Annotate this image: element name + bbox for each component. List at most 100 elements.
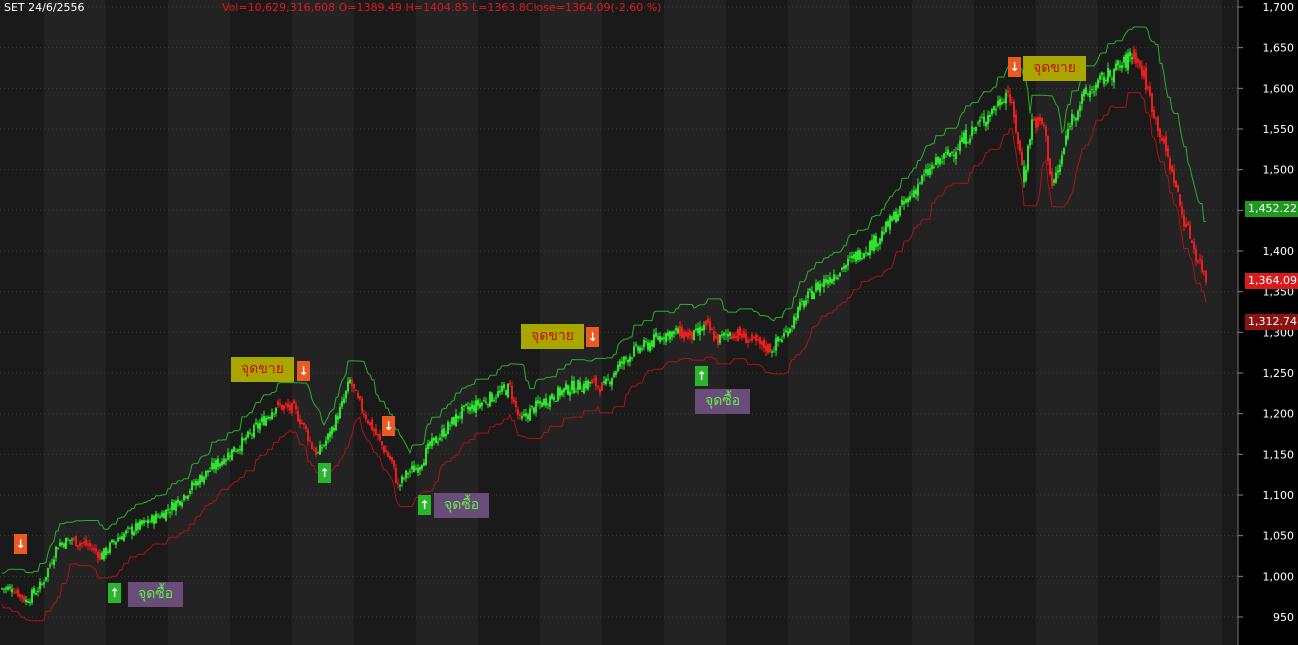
candle-body [139,520,141,530]
candle-body [1077,110,1079,120]
candle-body [559,387,561,396]
candle-body [53,559,55,566]
symbol-date-label: SET 24/6/2556 [4,1,85,14]
candle-body [827,280,829,285]
candle-body [633,346,635,357]
candle-body [1205,270,1207,283]
candle-body [515,400,517,408]
candle-body [447,422,449,434]
candle-body [1089,91,1091,98]
candle-body [337,416,339,420]
candle-body [1121,65,1123,69]
candle-body [189,490,191,494]
candle-body [483,399,485,402]
candle-body [781,339,783,342]
candle-body [371,419,373,431]
candle-body [213,463,215,469]
candle-body [271,412,273,420]
candle-body [77,545,79,548]
candle-body [755,334,757,342]
candle-body [1191,240,1193,243]
candle-body [99,552,101,560]
candle-body [1041,117,1043,124]
candle-body [151,515,153,523]
candle-body [733,333,735,339]
candle-body [1009,93,1011,103]
candle-body [1069,126,1071,128]
candle-body [297,410,299,422]
candle-body [665,333,667,342]
candle-body [915,189,917,195]
candle-body [1013,101,1015,118]
candle-body [649,342,651,351]
background-band [974,0,1036,645]
candle-body [373,428,375,432]
candle-body [933,166,935,168]
candle-body [523,413,525,416]
axis-tick-label: 1,400 [1263,245,1295,258]
candle-body [241,437,243,452]
candle-body [441,429,443,437]
candle-body [1059,164,1061,172]
candle-body [289,405,291,411]
candle-body [959,140,961,151]
axis-tick-label: 1,150 [1263,448,1295,461]
candle-body [479,403,481,408]
candlesticks [1,45,1207,607]
candle-body [507,383,509,398]
candle-body [821,284,823,286]
candle-body [411,465,413,470]
background-band [540,0,602,645]
candle-body [327,433,329,440]
candle-body [97,552,99,559]
candle-body [117,537,119,542]
candle-body [353,383,355,389]
lower-band-price-tag: 1,312.74 [1245,314,1298,330]
candle-body [745,333,747,344]
candle-body [567,385,569,395]
candle-body [119,537,121,540]
candle-body [1181,206,1183,215]
candle-body [367,420,369,424]
candle-body [433,437,435,441]
candle-body [339,406,341,419]
candle-body [1073,116,1075,118]
candle-body [219,463,221,467]
candle-body [723,332,725,336]
candle-body [449,424,451,426]
candle-body [921,175,923,184]
candle-body [1105,79,1107,82]
candle-body [461,406,463,419]
candle-body [1159,128,1161,138]
candle-body [877,243,879,247]
candle-body [859,250,861,260]
candle-body [457,415,459,419]
candle-body [965,129,967,145]
candle-body [785,330,787,333]
buy-label: จุดซื้อ [128,582,184,607]
candle-body [23,596,25,602]
candle-body [1049,158,1051,175]
axis-tick-label: 950 [1273,611,1294,624]
candle-body [75,536,77,547]
candle-body [467,406,469,410]
candle-body [913,190,915,197]
candle-body [613,373,615,378]
candle-body [725,333,727,335]
candle-body [623,356,625,365]
candle-body [719,334,721,344]
candle-body [45,576,47,581]
candle-body [101,552,103,560]
candle-body [277,401,279,406]
candle-body [427,443,429,449]
candle-body [421,465,423,469]
candle-body [133,531,135,536]
candle-body [953,154,955,156]
candle-body [677,328,679,334]
candle-body [1075,117,1077,121]
candle-body [619,360,621,367]
candle-body [717,334,719,345]
candle-body [57,547,59,550]
candle-body [1193,241,1195,250]
candle-body [655,332,657,337]
